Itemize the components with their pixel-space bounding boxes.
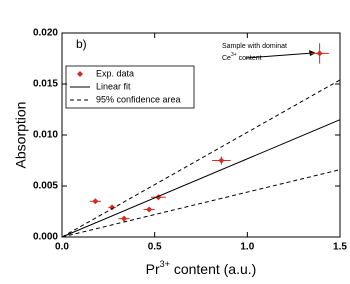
legend-label: Exp. data <box>96 68 134 78</box>
annotation-base: Ce <box>222 55 231 62</box>
legend-marker <box>77 71 83 77</box>
x-tick-label: 1.0 <box>240 242 254 253</box>
annotation: Sample with dominat <box>222 43 287 50</box>
data-point <box>218 157 225 164</box>
y-tick-label: 0.005 <box>33 181 58 192</box>
legend-label: 95% confidence area <box>96 94 181 104</box>
data-point <box>92 198 99 205</box>
annotation-2: Ce3+ content <box>222 52 262 62</box>
fit-line <box>61 79 341 238</box>
x-label-base: Pr <box>146 261 160 277</box>
legend-label: Linear fit <box>96 81 131 91</box>
data-point <box>146 206 153 213</box>
y-tick-label: 0.020 <box>33 28 58 39</box>
fit-line <box>61 169 341 238</box>
annotation-rest: content <box>237 55 262 62</box>
y-tick-label: 0.000 <box>33 232 58 243</box>
y-axis-label: Absorption <box>13 102 29 169</box>
x-tick-label: 0.0 <box>55 242 69 253</box>
annotation-arrow <box>245 52 314 59</box>
data-point <box>109 204 116 211</box>
x-label-sup: 3+ <box>160 259 170 269</box>
data-point <box>121 215 128 222</box>
data-point <box>316 50 323 57</box>
x-tick-label: 1.5 <box>333 242 347 253</box>
plot-frame <box>61 32 341 238</box>
x-axis-label: Pr3+ content (a.u.) <box>146 259 257 276</box>
x-label-rest: content (a.u.) <box>170 261 256 277</box>
y-tick-label: 0.015 <box>33 79 58 90</box>
fit-line <box>61 119 341 238</box>
y-tick-label: 0.010 <box>33 130 58 141</box>
annotation-sup: 3+ <box>231 52 237 58</box>
panel-label: b) <box>76 37 87 51</box>
x-tick-label: 0.5 <box>148 242 162 253</box>
